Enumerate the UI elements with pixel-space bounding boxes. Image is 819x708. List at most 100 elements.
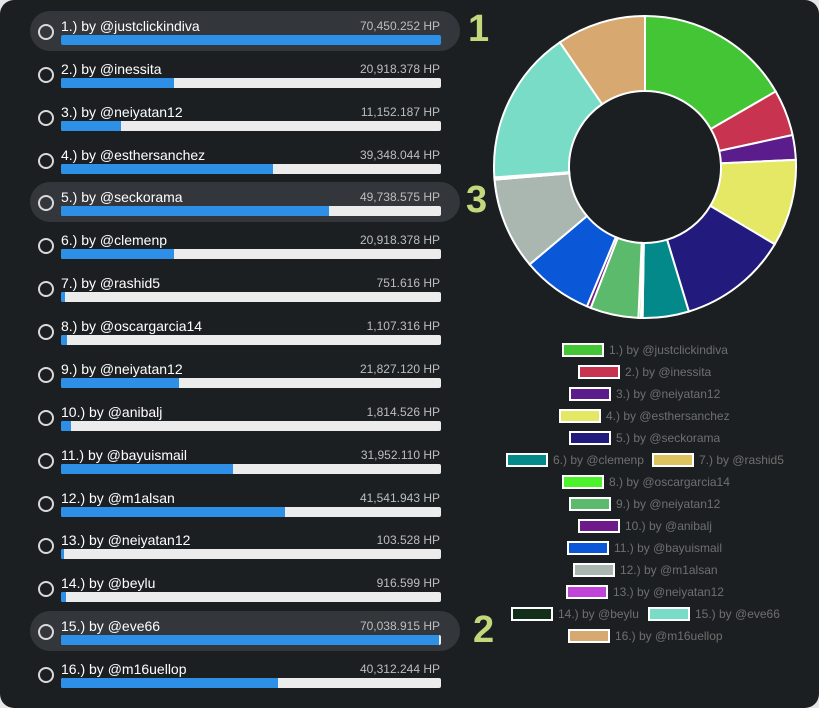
progress-fill: [61, 249, 174, 260]
legend-label: 11.) by @bayuismail: [614, 541, 722, 555]
progress-bar: [61, 35, 441, 45]
legend-swatch: [569, 431, 611, 445]
progress-fill: [61, 163, 274, 174]
entry-value: 1,107.316 HP: [366, 319, 440, 334]
radio-button[interactable]: [38, 24, 54, 40]
rank-marker: 1: [468, 8, 490, 50]
progress-bar: [61, 292, 441, 303]
entry-label: 6.) by @clemenp: [61, 232, 168, 249]
progress-fill: [61, 77, 174, 88]
progress-fill: [61, 420, 71, 431]
radio-button[interactable]: [38, 409, 54, 426]
donut-slice: [493, 40, 604, 179]
entry-label: 9.) by @neiyatan12: [61, 360, 183, 377]
radio-button[interactable]: [38, 66, 54, 83]
progress-fill: [61, 635, 439, 646]
entry-row[interactable]: 7.) by @rashid5 751.616 HP: [30, 268, 460, 308]
donut-slice: [558, 14, 646, 106]
legend-swatch: [506, 453, 548, 467]
entry-label: 5.) by @seckorama: [61, 189, 183, 206]
entry-label: 7.) by @rashid5: [61, 275, 161, 292]
radio-button[interactable]: [38, 109, 54, 126]
legend-label: 1.) by @justclickindiva: [609, 343, 728, 357]
legend-label: 9.) by @neiyatan12: [616, 497, 721, 511]
entry-row[interactable]: 10.) by @anibalj 1,814.526 HP: [30, 397, 460, 437]
radio-button[interactable]: [38, 538, 54, 555]
legend-label: 16.) by @m16uellop: [615, 629, 723, 643]
legend-label: 7.) by @rashid5: [699, 453, 784, 467]
entry-label: 13.) by @neiyatan12: [61, 532, 191, 549]
legend-label: 15.) by @eve66: [695, 607, 780, 621]
legend-label: 14.) by @beylu: [558, 607, 639, 621]
legend-label: 5.) by @seckorama: [616, 431, 721, 445]
entry-row[interactable]: 14.) by @beylu 916.599 HP: [30, 568, 460, 608]
radio-button[interactable]: [38, 324, 54, 341]
entry-row[interactable]: 1.) by @justclickindiva 70,450.252 HP: [30, 11, 460, 51]
entry-label: 16.) by @m16uellop: [61, 661, 187, 678]
donut-slice: [644, 14, 778, 131]
entry-row[interactable]: 8.) by @oscargarcia14 1,107.316 HP: [30, 311, 460, 351]
entry-row[interactable]: 3.) by @neiyatan12 11,152.187 HP: [30, 97, 460, 137]
radio-button[interactable]: [38, 152, 54, 169]
entry-value: 39,348.044 HP: [359, 147, 440, 162]
entry-value: 21,827.120 HP: [359, 361, 440, 376]
progress-fill: [61, 120, 122, 131]
entry-row[interactable]: 9.) by @neiyatan12 21,827.120 HP: [30, 354, 460, 394]
radio-button[interactable]: [38, 495, 54, 512]
entry-row[interactable]: 5.) by @seckorama 49,738.575 HP: [30, 182, 460, 223]
progress-bar: [61, 163, 441, 174]
donut-chart: [493, 14, 797, 319]
radio-button[interactable]: [38, 452, 54, 469]
legend-swatch: [578, 519, 620, 533]
entry-label: 12.) by @m1alsan: [61, 489, 175, 506]
progress-bar: [61, 592, 441, 603]
legend-swatch: [562, 475, 604, 489]
radio-button[interactable]: [38, 366, 54, 383]
progress-fill: [61, 592, 66, 603]
progress-bar: [61, 463, 441, 474]
legend-swatch: [578, 365, 620, 379]
entry-value: 11,152.187 HP: [360, 104, 440, 119]
entry-row[interactable]: 13.) by @neiyatan12 103.528 HP: [30, 525, 460, 565]
entry-value: 70,038.915 HP: [359, 619, 440, 634]
entry-row[interactable]: 2.) by @inessita 20,918.378 HP: [30, 54, 460, 94]
entry-label: 11.) by @bayuismail: [61, 446, 187, 463]
legend-swatch: [569, 387, 611, 401]
radio-button[interactable]: [38, 667, 54, 684]
entry-row[interactable]: 16.) by @m16uellop 40,312.244 HP: [30, 654, 460, 694]
entry-value: 41,541.943 HP: [359, 490, 440, 505]
entry-label: 2.) by @inessita: [61, 60, 162, 77]
progress-bar: [61, 120, 441, 131]
progress-bar: [61, 377, 441, 388]
progress-bar: [61, 206, 441, 217]
entry-label: 1.) by @justclickindiva: [61, 18, 200, 34]
entry-value: 20,918.378 HP: [359, 61, 440, 76]
entry-row[interactable]: 12.) by @m1alsan 41,541.943 HP: [30, 483, 460, 523]
entry-row[interactable]: 11.) by @bayuismail 31,952.110 HP: [30, 440, 460, 480]
radio-button[interactable]: [38, 281, 54, 298]
progress-fill: [61, 35, 441, 45]
legend-swatch: [573, 563, 615, 577]
radio-button[interactable]: [38, 238, 54, 255]
entry-value: 916.599 HP: [376, 576, 440, 591]
radio-button[interactable]: [38, 581, 54, 598]
entry-row[interactable]: 6.) by @clemenp 20,918.378 HP: [30, 225, 460, 265]
progress-bar: [61, 249, 441, 260]
radio-button[interactable]: [38, 195, 54, 212]
entry-label: 4.) by @esthersanchez: [61, 146, 206, 163]
legend-swatch: [569, 497, 611, 511]
radio-button[interactable]: [38, 624, 54, 641]
entry-value: 1,814.526 HP: [366, 404, 440, 419]
entry-row[interactable]: 4.) by @esthersanchez 39,348.044 HP: [30, 140, 460, 180]
progress-bar: [61, 506, 441, 517]
entry-value: 70,450.252 HP: [359, 19, 440, 33]
progress-bar: [61, 678, 441, 689]
legend-label: 12.) by @m1alsan: [620, 563, 718, 577]
legend-label: 10.) by @anibalj: [625, 519, 712, 533]
entry-row[interactable]: 15.) by @eve66 70,038.915 HP: [30, 611, 460, 652]
progress-bar: [61, 420, 441, 431]
legend-swatch: [562, 343, 604, 357]
progress-fill: [61, 463, 234, 474]
legend-swatch: [567, 541, 609, 555]
progress-fill: [61, 506, 286, 517]
